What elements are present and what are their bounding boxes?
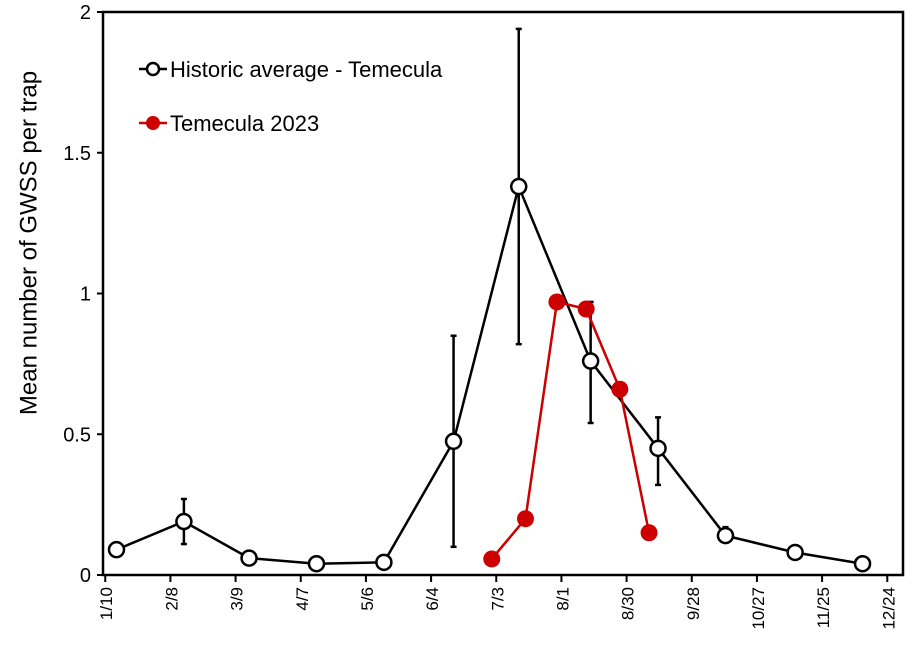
data-point <box>107 540 126 559</box>
plot-frame <box>101 10 905 577</box>
x-tick-label: 7/3 <box>488 587 507 611</box>
x-tick-label: 8/1 <box>553 587 572 611</box>
data-point <box>375 553 393 572</box>
x-tick-label: 9/28 <box>684 587 703 620</box>
y-tick-label: 1.5 <box>63 143 91 165</box>
x-tick-label: 6/4 <box>423 587 442 611</box>
y-tick-label: 0.5 <box>63 424 91 446</box>
legend-label-2023: Temecula 2023 <box>170 111 319 136</box>
data-point <box>649 439 667 458</box>
x-tick-label: 5/6 <box>358 587 377 611</box>
data-point <box>548 293 566 311</box>
x-axis: 1/10 2/8 3/9 4/7 5/6 6/4 7/3 8/1 8/30 9/28 10/27 11… <box>97 575 898 630</box>
legend: Historic average - Temecula Temecula 202… <box>139 57 443 136</box>
y-axis: 0 0.5 1 1.5 2 <box>63 2 103 587</box>
series-historic <box>107 27 872 573</box>
x-tick-label: 11/25 <box>814 587 833 628</box>
y-tick-label: 1 <box>80 284 91 306</box>
x-tick-label: 12/24 <box>879 587 898 630</box>
data-point <box>640 524 658 542</box>
data-point <box>240 549 258 567</box>
data-point <box>175 512 193 531</box>
x-tick-label: 8/30 <box>619 587 638 620</box>
y-tick-label: 0 <box>80 565 91 587</box>
x-tick-label: 1/10 <box>97 587 116 620</box>
data-point <box>853 554 872 573</box>
x-tick-label: 4/7 <box>293 587 312 611</box>
data-point <box>577 300 595 318</box>
legend-item-2023: Temecula 2023 <box>139 111 319 136</box>
data-point <box>581 352 600 370</box>
data-point <box>509 177 528 196</box>
legend-label-historic: Historic average - Temecula <box>170 57 443 82</box>
x-tick-label: 3/9 <box>228 587 247 611</box>
x-tick-label: 10/27 <box>749 587 768 630</box>
data-point <box>716 526 735 545</box>
x-tick-label: 2/8 <box>162 587 181 611</box>
data-point <box>786 543 804 562</box>
legend-marker-2023 <box>146 116 160 130</box>
data-point <box>483 550 501 568</box>
y-axis-label: Mean number of GWSS per trap <box>15 71 42 415</box>
data-point <box>611 380 629 398</box>
series-line <box>116 182 863 565</box>
y-tick-label: 2 <box>80 2 91 24</box>
legend-item-historic: Historic average - Temecula <box>139 57 443 82</box>
data-point <box>307 554 326 573</box>
series-2023 <box>483 293 658 568</box>
series-layer <box>107 27 872 573</box>
series-line <box>490 300 651 560</box>
data-point <box>444 432 463 451</box>
legend-marker-historic <box>145 61 161 77</box>
data-point <box>516 510 534 528</box>
